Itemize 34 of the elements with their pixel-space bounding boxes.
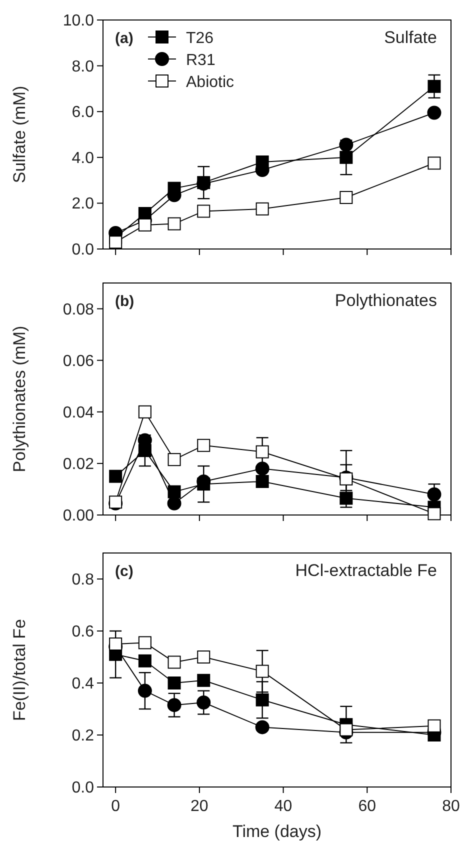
y-tick-label: 0.02 (62, 456, 94, 473)
y-tick-label: 0.2 (72, 728, 94, 744)
annotation: Polythionates (334, 291, 437, 310)
x-tick-label: 0 (111, 798, 120, 815)
y-tick-label: 6.0 (72, 104, 94, 122)
y-tick-label: 0.6 (72, 624, 94, 640)
y-tick-label: 0.04 (62, 404, 94, 422)
legend-label: Abiotic (186, 74, 234, 91)
y-tick-label: 0.06 (62, 352, 94, 370)
x-tick-label: 20 (190, 798, 208, 815)
y-tick-label: 0.0 (72, 242, 94, 258)
x-tick-label: 80 (442, 798, 460, 815)
y-tick-label: 0.0 (72, 780, 94, 796)
y-tick-label: 8.0 (72, 58, 94, 76)
legend-label: T26 (186, 30, 214, 47)
y-axis-title: Sulfate (mM) (10, 86, 29, 184)
y-tick-label: 2.0 (72, 196, 94, 213)
y-tick-label: 0.00 (62, 508, 94, 524)
x-axis-title: Time (days) (232, 822, 322, 841)
x-tick-label: 40 (274, 798, 292, 815)
y-tick-label: 0.4 (72, 676, 94, 692)
y-tick-label: 10.0 (62, 12, 94, 30)
x-tick-label: 60 (358, 798, 376, 815)
legend-label: R31 (186, 52, 216, 69)
annotation: (c) (115, 563, 134, 580)
annotation: Sulfate (384, 28, 437, 47)
annotation: (b) (115, 293, 134, 310)
annotation: HCl-extractable Fe (295, 561, 437, 580)
y-axis-title: Fe(II)/total Fe (10, 618, 29, 722)
y-tick-label: 0.8 (72, 572, 94, 588)
y-tick-label: 4.0 (72, 150, 94, 167)
annotation: (a) (115, 30, 134, 47)
y-axis-title: Polythionates (mM) (10, 326, 29, 472)
y-tick-label: 0.08 (62, 301, 94, 318)
